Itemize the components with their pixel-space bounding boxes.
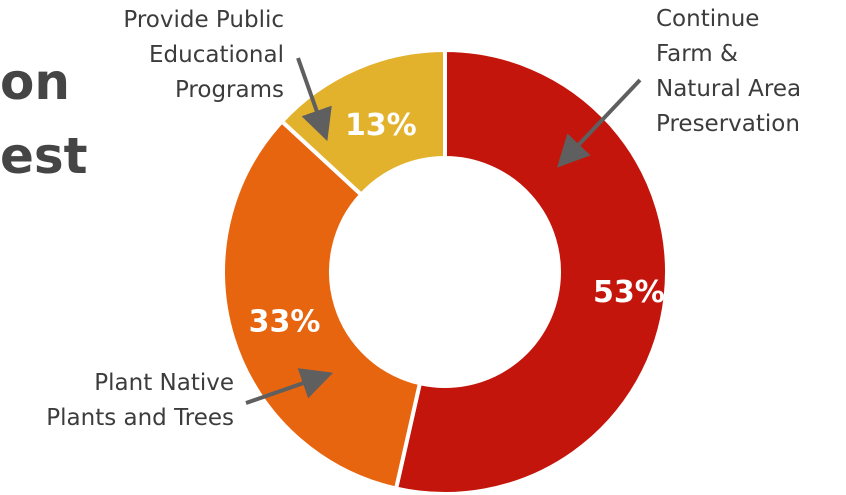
slice-continue-farm bbox=[393, 47, 669, 495]
slice-label-line: Farm & bbox=[656, 41, 738, 67]
value-label-public-programs: 13% bbox=[345, 108, 417, 143]
slices-group bbox=[221, 47, 669, 495]
slice-label-plant-native: Plant Native Plants and Trees bbox=[46, 366, 234, 436]
annotation-arrows bbox=[245, 57, 642, 405]
slice-label-line: Plants and Trees bbox=[46, 405, 234, 431]
slice-label-line: Plant Native bbox=[94, 370, 234, 396]
title-fragment-line2: est bbox=[0, 127, 88, 185]
slice-label-line: Continue bbox=[656, 6, 760, 32]
value-label-plant-native: 33% bbox=[249, 304, 321, 339]
slice-label-line: Educational bbox=[149, 42, 284, 68]
slice-label-line: Programs bbox=[174, 77, 284, 103]
slice-label-line: Preservation bbox=[656, 111, 800, 137]
slice-plant-native bbox=[221, 118, 423, 491]
arrow-public-programs bbox=[296, 57, 332, 142]
slice-label-public-programs: Provide Public Educational Programs bbox=[123, 3, 284, 108]
slice-label-line: Provide Public bbox=[123, 7, 284, 33]
arrow-continue-farm bbox=[556, 78, 642, 168]
slice-public-programs bbox=[279, 47, 447, 198]
value-labels-group: 53% 33% 13% bbox=[249, 108, 665, 339]
slice-label-continue-farm: Continue Farm & Natural Area Preservatio… bbox=[656, 2, 801, 142]
arrow-plant-native bbox=[245, 368, 334, 405]
value-label-continue-farm: 53% bbox=[593, 275, 665, 310]
slice-label-line: Natural Area bbox=[656, 76, 802, 102]
title-fragment-line1: on bbox=[0, 53, 70, 111]
